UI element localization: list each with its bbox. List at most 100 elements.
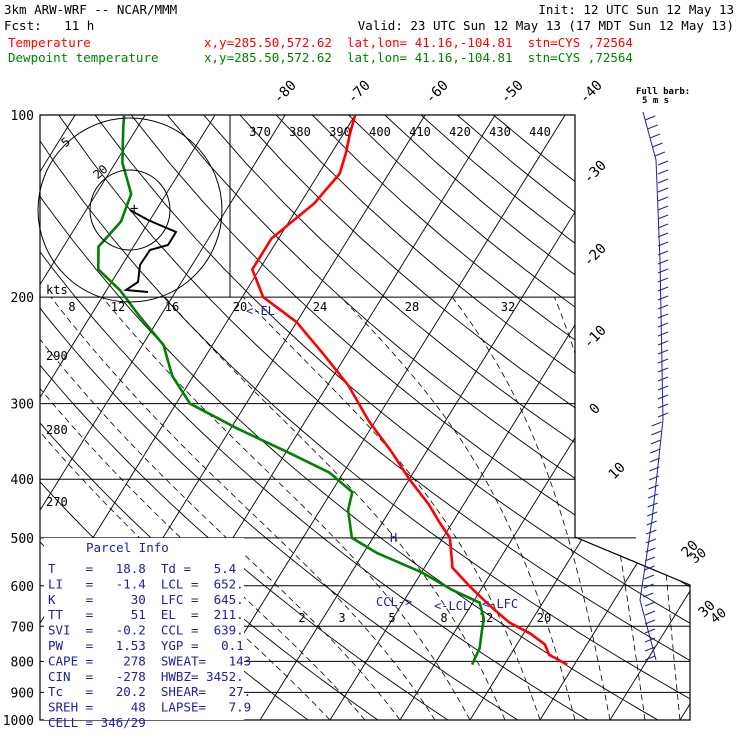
- moist-adiabat-line: [634, 297, 681, 720]
- isotherm-line: [399, 115, 690, 720]
- hodograph-ring: [89, 169, 171, 251]
- temperature-legend-location: x,y=285.50,572.62 lat,lon= 41.16,-104.81…: [204, 35, 633, 50]
- theta-left-label: 270: [46, 495, 68, 509]
- dry-adiabat-line: [493, 115, 690, 720]
- parcel-info-row: K = 30 LFC = 645.: [48, 592, 244, 607]
- isotherm-line: [259, 115, 636, 720]
- wind-barb: [644, 115, 656, 121]
- hodograph-trace: [123, 209, 178, 293]
- wind-barb: [647, 502, 658, 508]
- mixing-ratio-upper-label: 8: [68, 300, 75, 314]
- wind-barb: [650, 448, 661, 454]
- mixing-ratio-upper-label: 32: [501, 300, 515, 314]
- wind-barb: [657, 232, 669, 238]
- model-title: 3km ARW-WRF -- NCAR/MMM: [4, 2, 177, 17]
- moist-adiabat-line: [554, 296, 646, 720]
- wind-barb: [657, 169, 669, 175]
- wind-barb: [657, 223, 669, 229]
- wind-barb: [657, 322, 669, 328]
- mixing-ratio-upper-label: 16: [165, 300, 179, 314]
- hodograph-ring-label-inner: 20: [90, 162, 110, 182]
- parcel-annotations: <-EL H CCL-> <-LCL <-LFC: [246, 304, 518, 613]
- wind-barb: [657, 367, 669, 373]
- wind-barb: [657, 340, 669, 346]
- isotherm-tick-label: -60: [423, 78, 452, 107]
- wind-barb: [657, 412, 669, 418]
- theta-left-label: 290: [46, 349, 68, 363]
- wind-barb-unit: 5 m s: [642, 96, 669, 106]
- dry-adiabat-line: [275, 115, 690, 720]
- parcel-info-row: Tc = 20.2 SHEAR= 27.: [48, 684, 251, 699]
- dry-adiabat-line: [40, 115, 589, 720]
- dry-adiabat-line: [203, 115, 690, 720]
- isentrope-tick-label: 400: [369, 125, 391, 139]
- parcel-info-row: T = 18.8 Td = 5.4: [48, 561, 236, 576]
- plot-frame: [39, 114, 691, 721]
- wind-barb: [657, 259, 669, 265]
- dry-adiabat-line: [40, 115, 519, 720]
- pressure-tick-label: 1000: [3, 714, 34, 729]
- mixing-ratio-lower-label: 2: [298, 611, 305, 625]
- wind-barb: [657, 205, 669, 211]
- mixing-ratio-upper-label: 12: [111, 300, 125, 314]
- wind-barb: [644, 610, 656, 616]
- wind-barb: [657, 295, 669, 301]
- wind-barb: [657, 196, 669, 202]
- el-annotation: <-EL: [246, 304, 275, 318]
- isotherm-line: [40, 115, 146, 720]
- wind-barb: [642, 592, 654, 598]
- dry-adiabat-line: [40, 115, 690, 720]
- wind-barb: [644, 565, 655, 571]
- parcel-info-title: Parcel Info: [86, 540, 169, 555]
- wind-barb: [650, 439, 661, 445]
- isotherm-line: [40, 115, 356, 720]
- isotherm-tick-label: -10: [581, 323, 610, 352]
- wind-barb: [645, 547, 656, 553]
- dry-adiabat-line: [58, 115, 690, 720]
- wind-barb: [649, 457, 661, 463]
- wind-barb: [644, 637, 656, 643]
- wind-barb: [657, 349, 669, 355]
- wind-barb: [657, 313, 669, 319]
- wind-staff: [639, 111, 664, 661]
- header: 3km ARW-WRF -- NCAR/MMM Init: 12 UTC Sun…: [4, 2, 734, 65]
- mixing-ratio-lower-label: 12: [479, 611, 493, 625]
- wind-barb: [651, 430, 662, 436]
- wind-barb: [644, 556, 656, 562]
- isotherm-tick-label: -20: [581, 241, 610, 270]
- isentrope-tick-label: 370: [249, 125, 271, 139]
- dewpoint-legend-location: x,y=285.50,572.62 lat,lon= 41.16,-104.81…: [204, 50, 633, 65]
- temperature-trace: [251, 114, 568, 666]
- dewpoint-legend-label: Dewpoint temperature: [8, 50, 159, 65]
- dewpoint-trace: [97, 114, 486, 666]
- lcl-annotation: <-LCL: [434, 599, 470, 613]
- dry-adiabat-line: [420, 115, 690, 720]
- wind-barb: [646, 529, 657, 535]
- wind-barb: [654, 151, 666, 157]
- pressure-tick-label: 900: [11, 686, 34, 701]
- parcel-info-panel: Parcel Info T = 18.8 Td = 5.4LI = -1.4 L…: [44, 538, 251, 730]
- init-time: Init: 12 UTC Sun 12 May 13: [538, 2, 734, 17]
- isotherm-line: [609, 115, 690, 720]
- wind-barb: [648, 475, 660, 481]
- isotherm-tick-label: -40: [577, 78, 606, 107]
- pressure-tick-label: 500: [11, 532, 34, 547]
- isotherm-tick-label: 10: [606, 460, 629, 483]
- wind-barb: [644, 628, 656, 634]
- isentrope-tick-label: 440: [529, 125, 551, 139]
- isotherm-line: [0, 115, 5, 720]
- wind-barb: [657, 277, 669, 283]
- pressure-tick-label: 300: [11, 398, 34, 413]
- isotherm-tick-label: -30: [581, 158, 610, 187]
- wind-barb: [644, 646, 656, 652]
- isotherm-line: [679, 115, 690, 720]
- temperature-legend-label: Temperature: [8, 35, 91, 50]
- parcel-info-row: CELL = 346/29: [48, 715, 146, 730]
- wind-barb: [647, 493, 659, 499]
- moist-adiabat-line: [40, 296, 366, 720]
- h-marker: H: [390, 531, 397, 545]
- wind-barb: [657, 268, 669, 274]
- lfc-annotation: <-LFC: [482, 597, 518, 611]
- wind-barb: [657, 358, 669, 364]
- hodograph: kts 5 20 +: [37, 117, 223, 303]
